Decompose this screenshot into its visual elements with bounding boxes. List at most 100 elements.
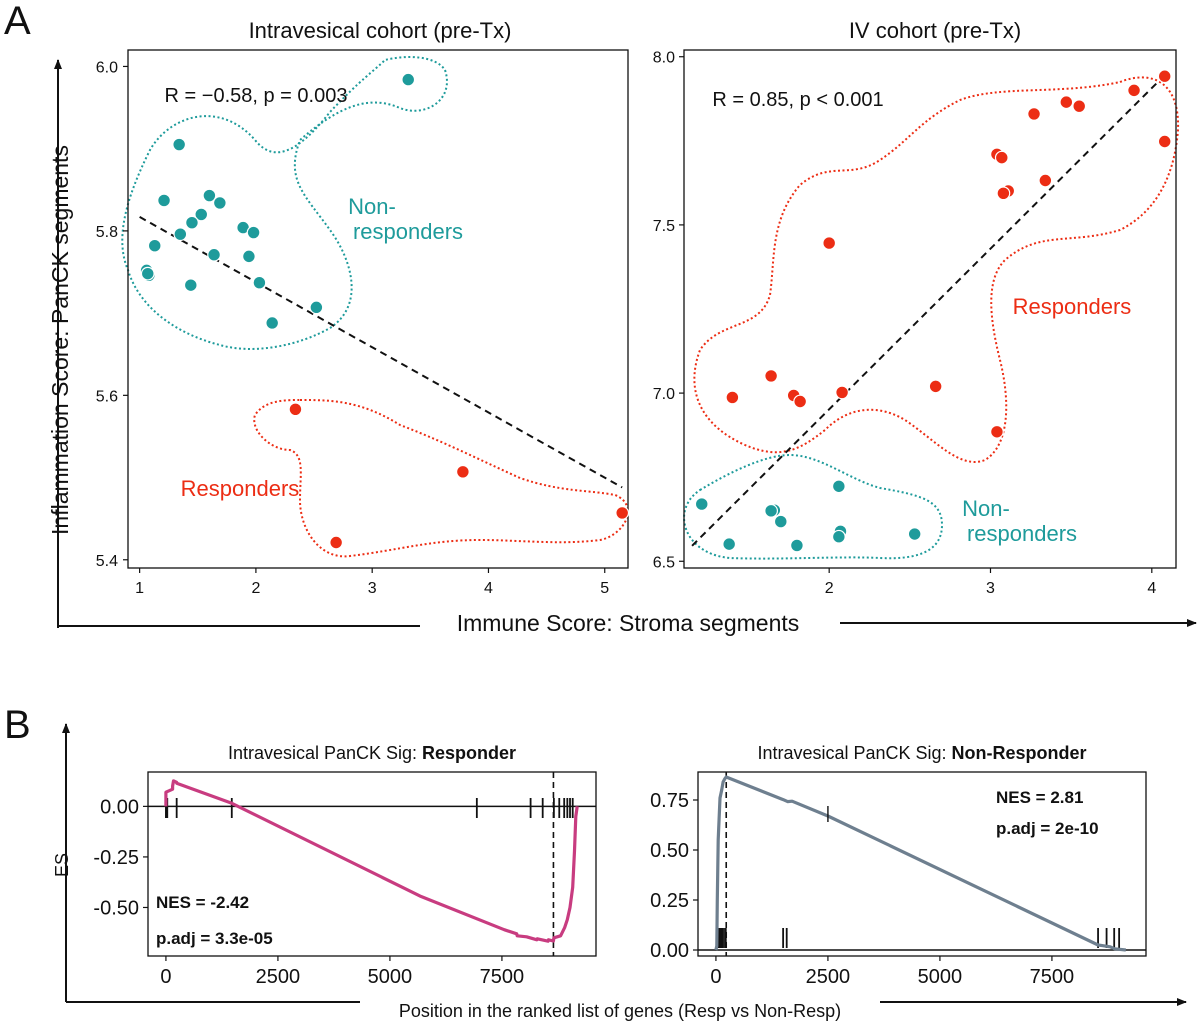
scatter-intravesical-title: Intravesical cohort (pre-Tx) [249, 18, 512, 43]
responder-point [996, 186, 1011, 201]
y-tick-label: 5.6 [96, 388, 118, 405]
responder-point [725, 390, 740, 405]
responder-point [1038, 173, 1053, 188]
non-responders-hull [683, 453, 944, 560]
b-y-axis-label: ES [52, 853, 72, 877]
responder-point [994, 150, 1009, 165]
non-responder-point [183, 278, 198, 293]
responder-point [329, 535, 344, 550]
non-responder-point [147, 238, 162, 253]
non-responder-point [265, 316, 280, 330]
non-responder-point [694, 497, 709, 511]
non-responder-point [212, 196, 227, 210]
x-tick-label: 2 [825, 580, 834, 597]
b-x-axis-label: Position in the ranked list of genes (Re… [399, 1001, 841, 1021]
gsea-responder-title: Intravesical PanCK Sig: Responder [228, 743, 516, 763]
responders-label: Responders [181, 476, 300, 501]
non-responder-point [722, 537, 737, 552]
non-responder-point [773, 514, 788, 529]
x-tick-label: 7500 [480, 966, 525, 988]
responder-point [455, 464, 470, 479]
trend-line [139, 216, 623, 489]
correlation-annotation: R = 0.85, p < 0.001 [712, 89, 883, 111]
non-responders-hull [121, 56, 448, 350]
non-responder-point [202, 188, 217, 203]
x-tick-label: 4 [1147, 580, 1156, 597]
x-tick-label: 2500 [806, 966, 851, 988]
a-x-axis-label: Immune Score: Stroma segments [457, 610, 800, 636]
trend-line [691, 74, 1166, 547]
non-responder-point [242, 249, 256, 264]
gsea-non-responder-title: Intravesical PanCK Sig: Non-Responder [757, 743, 1086, 763]
x-tick-label: 5000 [368, 966, 413, 988]
x-tick-label: 2 [251, 580, 260, 597]
padj-label: p.adj = 2e-10 [996, 819, 1099, 838]
responder-point [615, 506, 630, 520]
y-tick-label: 5.8 [96, 224, 118, 241]
title-prefix: Intravesical PanCK Sig: [757, 743, 951, 763]
title-bold: Non-Responder [952, 743, 1087, 763]
plot-frame [147, 771, 597, 957]
x-tick-label: 5 [600, 580, 609, 597]
non-responder-point [764, 503, 779, 518]
non-responder-point [246, 225, 261, 240]
x-tick-label: 3 [986, 580, 995, 597]
non-responder-point [157, 193, 171, 208]
y-tick-label: 0.50 [650, 840, 689, 862]
plot-frame [127, 49, 629, 569]
non-responder-point [309, 300, 324, 315]
non-responder-point [140, 266, 155, 281]
responder-point [928, 379, 943, 394]
y-tick-label: 7.5 [653, 218, 675, 235]
responder-point [288, 402, 303, 417]
x-tick-label: 5000 [918, 966, 963, 988]
non-responders-label-line1: Non- [348, 194, 396, 219]
responder-point [822, 236, 837, 250]
scatter-intravesical: Intravesical cohort (pre-Tx) R = −0.58, … [96, 18, 630, 597]
non-responders-label-line1: Non- [962, 496, 1010, 521]
y-tick-label: 6.0 [96, 59, 118, 76]
panel-b-label: B [4, 703, 31, 747]
non-responders-label-line2: responders [967, 521, 1077, 546]
plot-frame [683, 49, 1177, 569]
panel-a-label: A [4, 0, 31, 43]
y-tick-label: 8.0 [653, 50, 675, 67]
responder-point [1059, 95, 1074, 110]
non-responder-point [907, 527, 922, 541]
y-tick-label: 0.75 [650, 790, 689, 812]
non-responder-point [790, 538, 804, 553]
non-responder-point [185, 215, 199, 230]
y-tick-label: 0.25 [650, 890, 689, 912]
non-responder-point [831, 529, 846, 544]
y-tick-label: 0.00 [650, 940, 689, 962]
padj-label: p.adj = 3.3e-05 [156, 929, 273, 948]
non-responder-point [252, 275, 267, 290]
title-bold: Responder [422, 743, 516, 763]
non-responder-point [207, 247, 221, 262]
scatter-iv-title: IV cohort (pre-Tx) [849, 18, 1021, 43]
responder-point [1157, 134, 1172, 149]
responders-label: Responders [1013, 294, 1132, 319]
y-tick-label: 0.00 [100, 796, 139, 818]
x-tick-label: 3 [368, 580, 377, 597]
gsea-responder: Intravesical PanCK Sig: Responder NES = … [93, 743, 597, 988]
nes-label: NES = -2.42 [156, 893, 249, 912]
y-tick-label: 6.5 [653, 554, 675, 571]
responder-point [990, 424, 1004, 439]
a-y-axis-label: Inflammation Score: PanCK segments [47, 145, 73, 535]
responder-point [1072, 99, 1087, 114]
non-responder-point [831, 479, 846, 494]
x-tick-label: 4 [484, 580, 493, 597]
nes-label: NES = 2.81 [996, 788, 1083, 807]
x-tick-label: 0 [160, 966, 171, 988]
plot-frame [697, 771, 1147, 957]
title-prefix: Intravesical PanCK Sig: [228, 743, 422, 763]
non-responders-label-line2: responders [353, 219, 463, 244]
y-tick-label: 7.0 [653, 386, 675, 403]
x-tick-label: 7500 [1030, 966, 1075, 988]
es-curve [164, 779, 579, 943]
y-tick-label: -0.50 [93, 897, 139, 919]
x-tick-label: 1 [135, 580, 144, 597]
responder-point [1157, 69, 1172, 84]
